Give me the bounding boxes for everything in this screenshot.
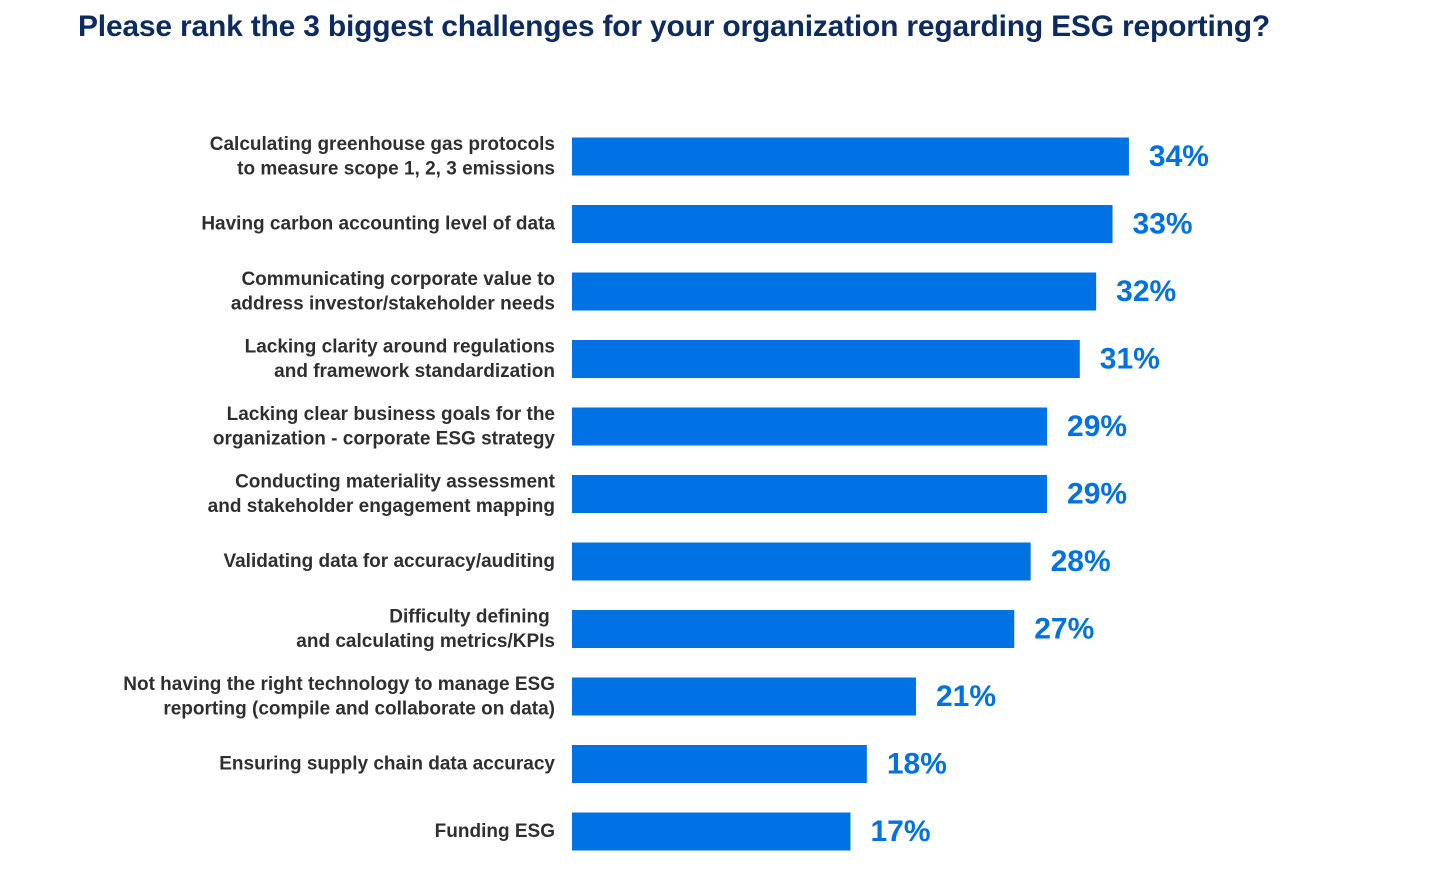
bar [572,340,1080,378]
category-label-line: Difficulty defining [389,606,555,627]
category-label-line: to measure scope 1, 2, 3 emissions [237,158,555,179]
bar [572,407,1048,446]
category-label-line: Lacking clarity around regulations [245,336,555,357]
bar [572,272,1097,311]
value-label: 34% [1149,140,1209,173]
value-label: 31% [1100,343,1160,376]
category-label-line: Ensuring supply chain data accuracy [219,754,555,775]
category-label: Not having the right technology to manag… [123,674,555,720]
value-label: 29% [1067,410,1127,443]
category-label-line: Not having the right technology to manag… [123,674,555,695]
bar [572,137,1129,176]
value-label: 18% [887,748,947,781]
category-label-line: Communicating corporate value to [241,269,555,290]
category-label-line: Funding ESG [435,821,555,842]
value-label: 27% [1034,613,1094,646]
category-label: Validating data for accuracy/auditing [223,551,555,572]
category-label: Lacking clarity around regulations and fr… [245,336,555,382]
category-label-line: Calculating greenhouse gas protocols [210,134,555,155]
category-label-line: and calculating metrics/KPIs [296,631,555,652]
category-label-line: Validating data for accuracy/auditing [223,551,555,572]
value-label: 33% [1133,208,1193,241]
category-label: Calculating greenhouse gas protocols to m… [210,134,555,180]
category-label-line: organization - corporate ESG strategy [213,428,555,449]
category-label: Conducting materiality assessment and sta… [208,471,556,517]
category-label: Difficulty defining and calculating metr… [296,606,555,652]
category-label-line: Having carbon accounting level of data [201,214,555,235]
bar [572,610,1015,648]
category-label-line: and framework standardization [274,361,555,382]
value-label: 21% [936,680,996,713]
category-label: Having carbon accounting level of data [201,214,555,235]
value-label: 32% [1116,275,1176,308]
bar [572,812,851,851]
category-label-line: and stakeholder engagement mapping [208,496,555,517]
category-label: Ensuring supply chain data accuracy [219,754,555,775]
chart-title: Please rank the 3 biggest challenges for… [78,10,1270,43]
bar [572,745,867,783]
value-label: 17% [870,815,930,848]
category-label: Lacking clear business goals for the orga… [213,404,555,450]
bar [572,205,1113,243]
category-label-line: Conducting materiality assessment [235,471,556,492]
bar [572,542,1031,581]
category-label-line: Lacking clear business goals for the [227,404,555,425]
bar [572,677,916,716]
category-label: Communicating corporate value to address … [231,269,555,315]
category-label-line: reporting (compile and collaborate on da… [163,698,555,719]
value-label: 29% [1067,478,1127,511]
value-label: 28% [1051,545,1111,578]
category-label-line: address investor/stakeholder needs [231,293,555,314]
bar [572,475,1048,513]
category-label: Funding ESG [435,821,555,842]
